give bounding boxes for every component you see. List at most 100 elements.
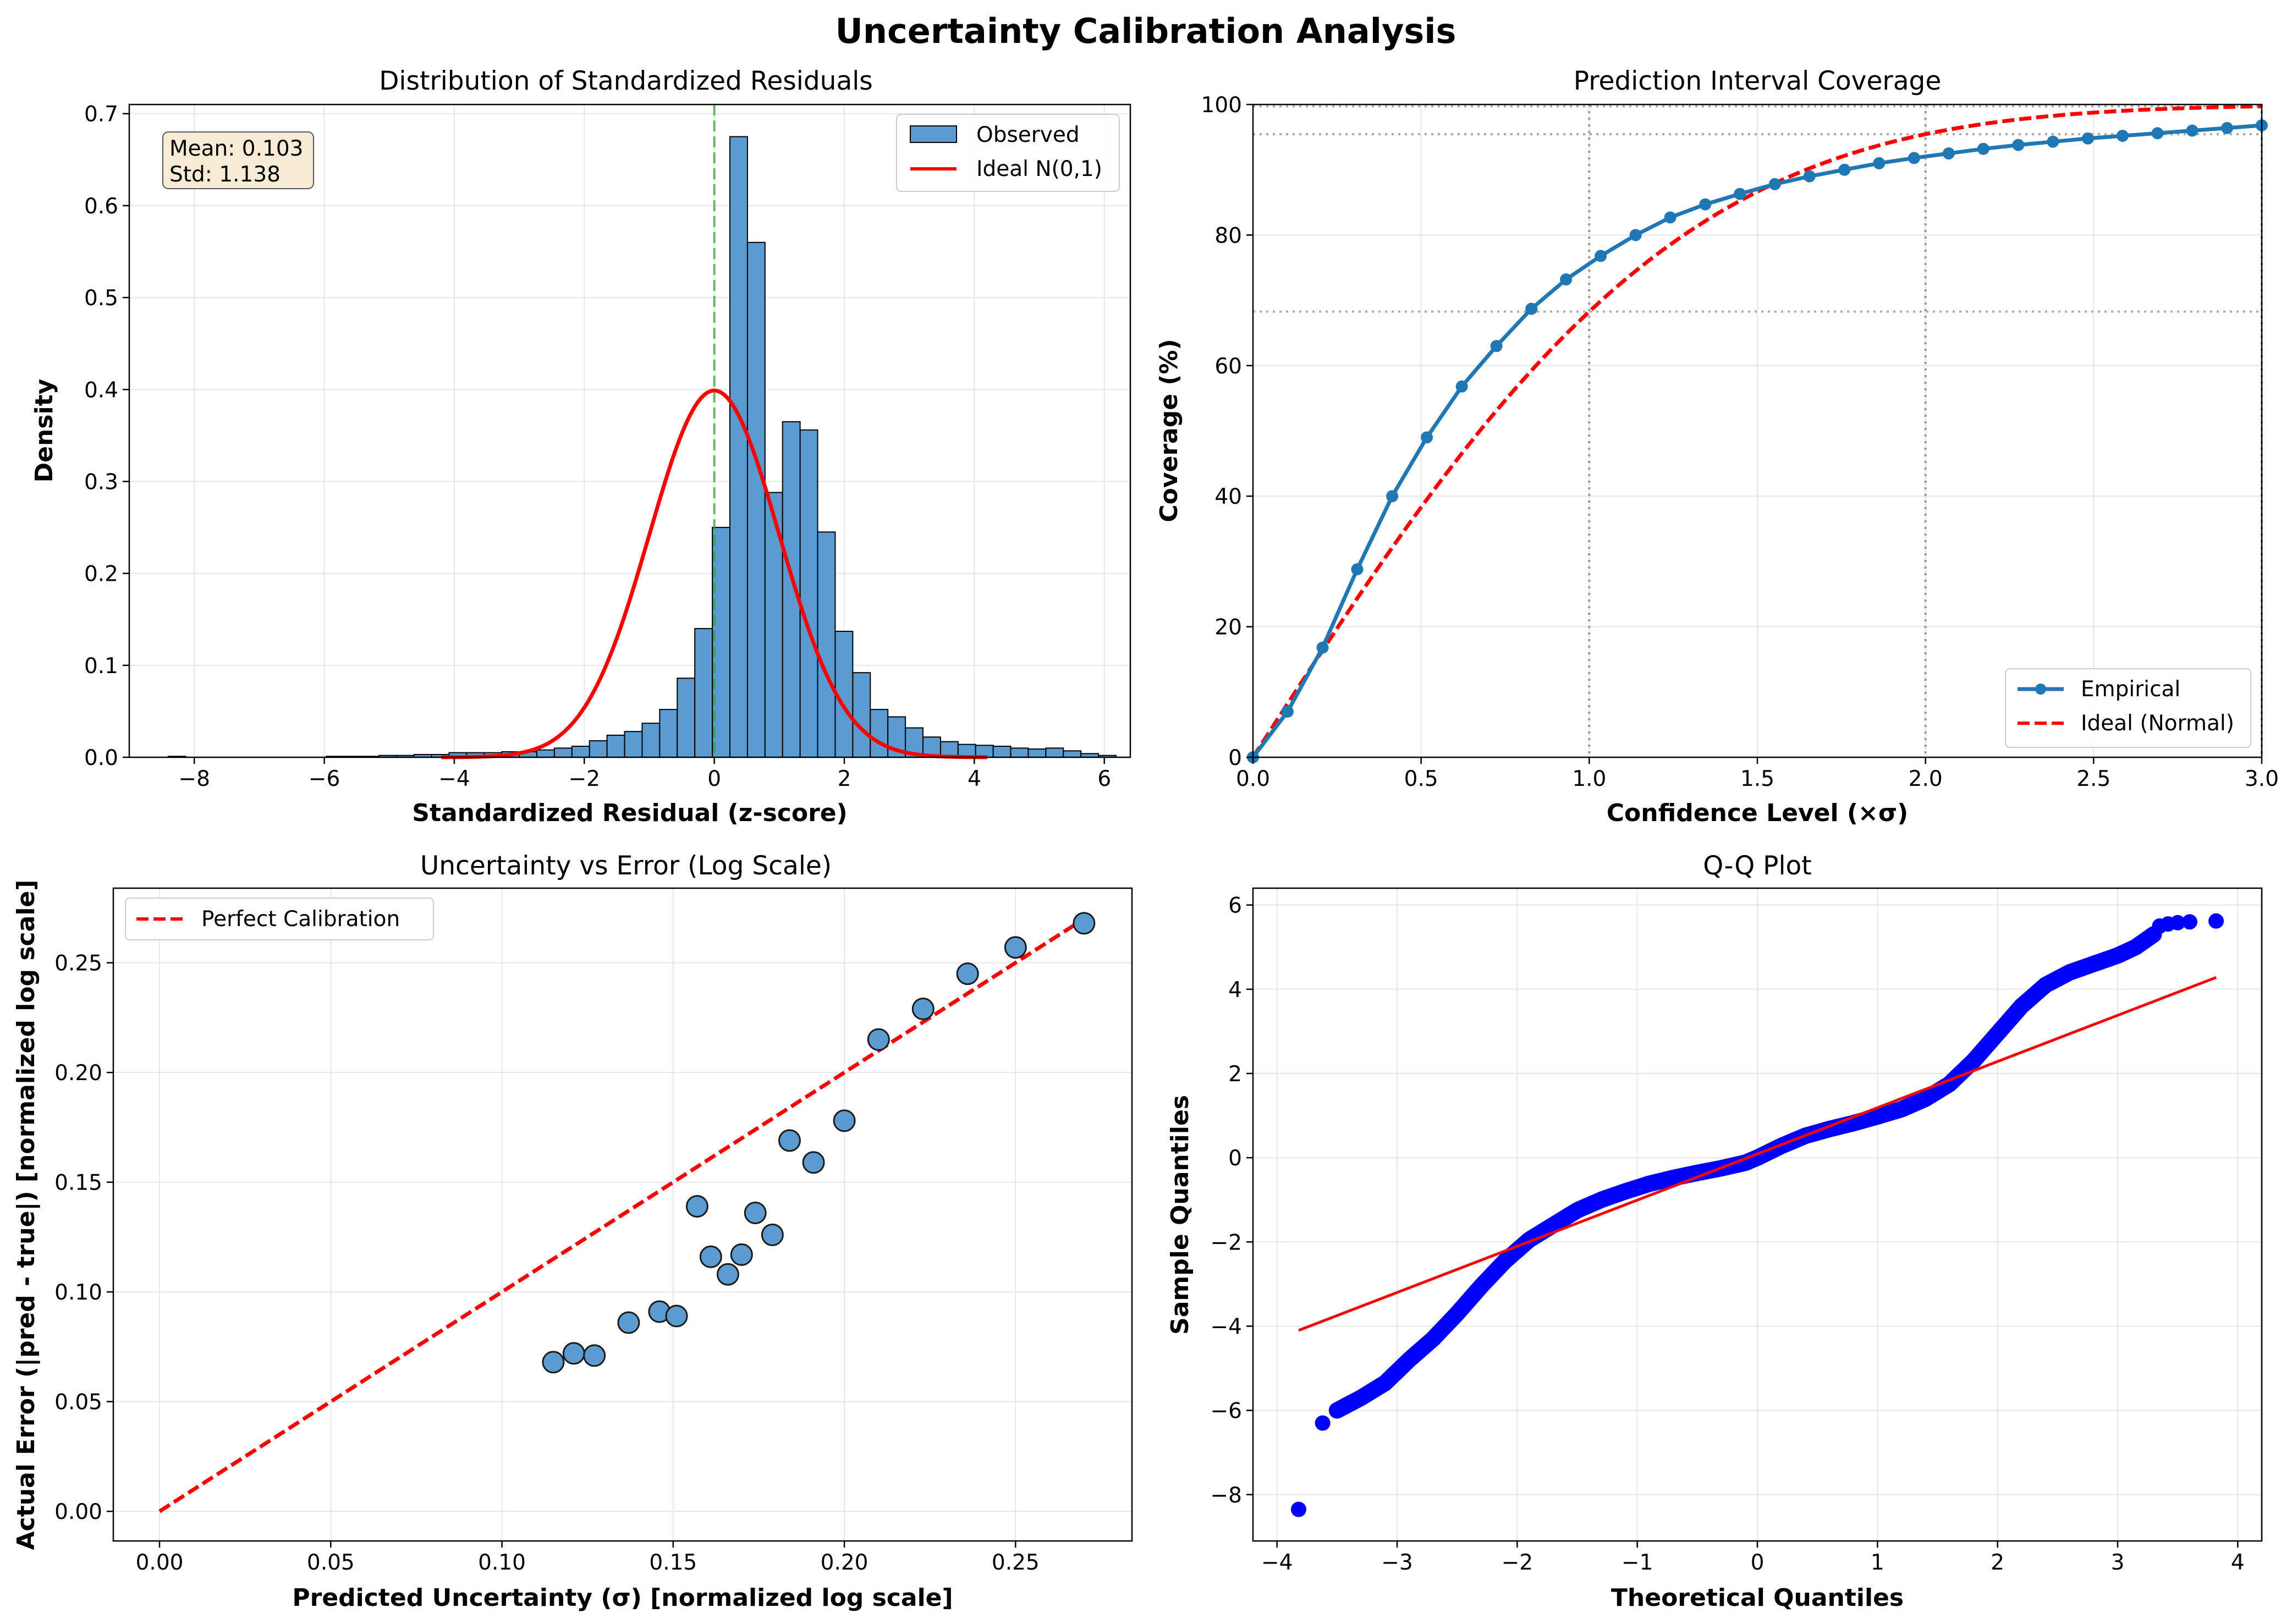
hist-legend: Observed Ideal N(0,1) (896, 114, 1120, 192)
calibration-point (1073, 912, 1096, 935)
empirical-point (2047, 135, 2059, 148)
histogram-bar (817, 531, 836, 758)
x-tick-label: −6 (309, 767, 340, 791)
empirical-point (1281, 705, 1294, 718)
x-tick-label: 2 (1991, 1550, 2004, 1575)
y-tick-label: 0.4 (84, 378, 118, 403)
panel-coverage: Prediction Interval Coverage 0.0 0.5 1.0 1.… (1155, 66, 2279, 827)
empirical-point (1908, 152, 1920, 164)
stats-mean: Mean: 0.103 (169, 136, 303, 161)
x-tick-label: 4 (968, 767, 981, 791)
histogram-bar (870, 709, 889, 758)
x-tick-label: 3.0 (2245, 767, 2279, 791)
calibration-point (867, 1028, 890, 1051)
calibration-point (665, 1304, 688, 1328)
extreme-quantile-point (2208, 913, 2224, 929)
x-tick-label: −2 (1502, 1550, 1534, 1575)
qq-ylabel: Sample Quantiles (1166, 1095, 1194, 1335)
x-tick-label: 0.00 (136, 1550, 184, 1575)
unc-grid (113, 888, 1132, 1541)
legend-observed-swatch (910, 125, 957, 143)
x-tick-label: 2.5 (2076, 767, 2110, 791)
histogram-bar (729, 136, 748, 758)
legend-empirical-marker (2035, 684, 2046, 695)
x-tick-label: 0.0 (1236, 767, 1270, 791)
y-tick-label: 0.6 (84, 194, 118, 219)
empirical-point (2012, 139, 2025, 151)
empirical-point (2151, 127, 2164, 140)
y-tick-label: 0.2 (84, 562, 118, 587)
y-tick-label: 0.0 (84, 746, 118, 770)
empirical-point (1803, 170, 1816, 183)
coverage-legend: Empirical Ideal (Normal) (2005, 668, 2251, 748)
unc-ticks: 0.00 0.05 0.10 0.15 0.20 0.25 0.00 0.05 0.10 0.15… (54, 951, 1040, 1575)
ideal-normal-curve (441, 388, 987, 759)
y-tick-label: 4 (1228, 978, 1242, 1003)
empirical-point (1838, 163, 1851, 176)
empirical-point (2116, 129, 2129, 142)
unc-points (542, 912, 1096, 1374)
coverage-title: Prediction Interval Coverage (1574, 66, 1942, 96)
legend-ideal-label: Ideal (Normal) (2081, 711, 2234, 736)
x-tick-label: −8 (178, 767, 210, 791)
empirical-point (1734, 188, 1746, 200)
empirical-point (1455, 380, 1468, 393)
panel-uncertainty-error: Uncertainty vs Error (Log Scale) 0.00 0.0… (12, 851, 1133, 1612)
histogram-bar (536, 749, 555, 758)
x-tick-label: 0.25 (992, 1550, 1040, 1575)
unc-xlabel: Predicted Uncertainty (σ) [normalized lo… (292, 1584, 953, 1612)
qq-ticks: −4 −3 −2 −1 0 1 2 3 4 −8 −6 −4 −2 0 2 4 6 (1211, 894, 2245, 1575)
extreme-quantile-point (2182, 914, 2197, 930)
stats-box-background (162, 131, 314, 189)
coverage-ylabel: Coverage (%) (1155, 339, 1183, 522)
qq-grid (1253, 888, 2262, 1541)
empirical-point (1942, 147, 1955, 160)
x-tick-label: 0 (707, 767, 721, 791)
qq-xlabel: Theoretical Quantiles (1611, 1584, 1904, 1612)
qq-title: Q-Q Plot (1703, 851, 1812, 881)
calibration-point (833, 1109, 856, 1132)
x-tick-label: 4 (2231, 1550, 2245, 1575)
empirical-point (1316, 641, 1329, 654)
calibration-point (730, 1243, 753, 1266)
y-tick-label: 0.20 (54, 1061, 102, 1086)
x-tick-label: −4 (1261, 1550, 1293, 1575)
calibration-point (1004, 936, 1027, 959)
histogram-bar (1027, 748, 1047, 758)
empirical-point (2081, 132, 2094, 145)
legend-frame (2005, 668, 2251, 748)
x-tick-label: 0 (1751, 1550, 1765, 1575)
y-tick-label: 0 (1228, 746, 1242, 770)
y-tick-label: 0 (1228, 1146, 1242, 1171)
y-tick-label: 0.15 (54, 1171, 102, 1196)
x-tick-label: 0.10 (478, 1550, 526, 1575)
histogram-bar (624, 731, 643, 758)
empirical-point (1386, 490, 1399, 503)
calibration-point (761, 1223, 784, 1246)
coverage-ticks: 0.0 0.5 1.0 1.5 2.0 2.5 3.0 0 20 40 60 80 100 (1201, 93, 2279, 791)
hist-ticks: −8 −6 −4 −2 0 2 4 6 0.0 0.1 0.2 0.3 0.4 0.5 0.6 0.7 (84, 102, 1111, 791)
empirical-point (1873, 157, 1886, 169)
y-tick-label: −8 (1211, 1483, 1243, 1508)
x-tick-label: 1.0 (1572, 767, 1606, 791)
calibration-point (716, 1263, 739, 1286)
unc-axes-frame (112, 887, 1133, 1542)
y-tick-label: 100 (1201, 93, 1242, 118)
x-tick-label: 1 (1871, 1550, 1884, 1575)
y-tick-label: 20 (1214, 615, 1242, 640)
x-tick-label: 2 (838, 767, 851, 791)
y-tick-label: 0.3 (84, 470, 118, 494)
y-tick-label: −6 (1211, 1399, 1243, 1424)
calibration-point (802, 1151, 825, 1174)
y-tick-label: 60 (1214, 354, 1242, 379)
calibration-point (542, 1351, 565, 1374)
hist-stats-box: Mean: 0.103 Std: 1.138 (162, 131, 314, 189)
x-tick-label: −4 (438, 767, 470, 791)
y-tick-label: 40 (1214, 485, 1242, 509)
qq-fit (1298, 976, 2217, 1332)
empirical-point (1351, 563, 1364, 576)
calibration-point (911, 997, 935, 1020)
unc-legend: Perfect Calibration (125, 898, 434, 940)
x-tick-label: −1 (1622, 1550, 1653, 1575)
